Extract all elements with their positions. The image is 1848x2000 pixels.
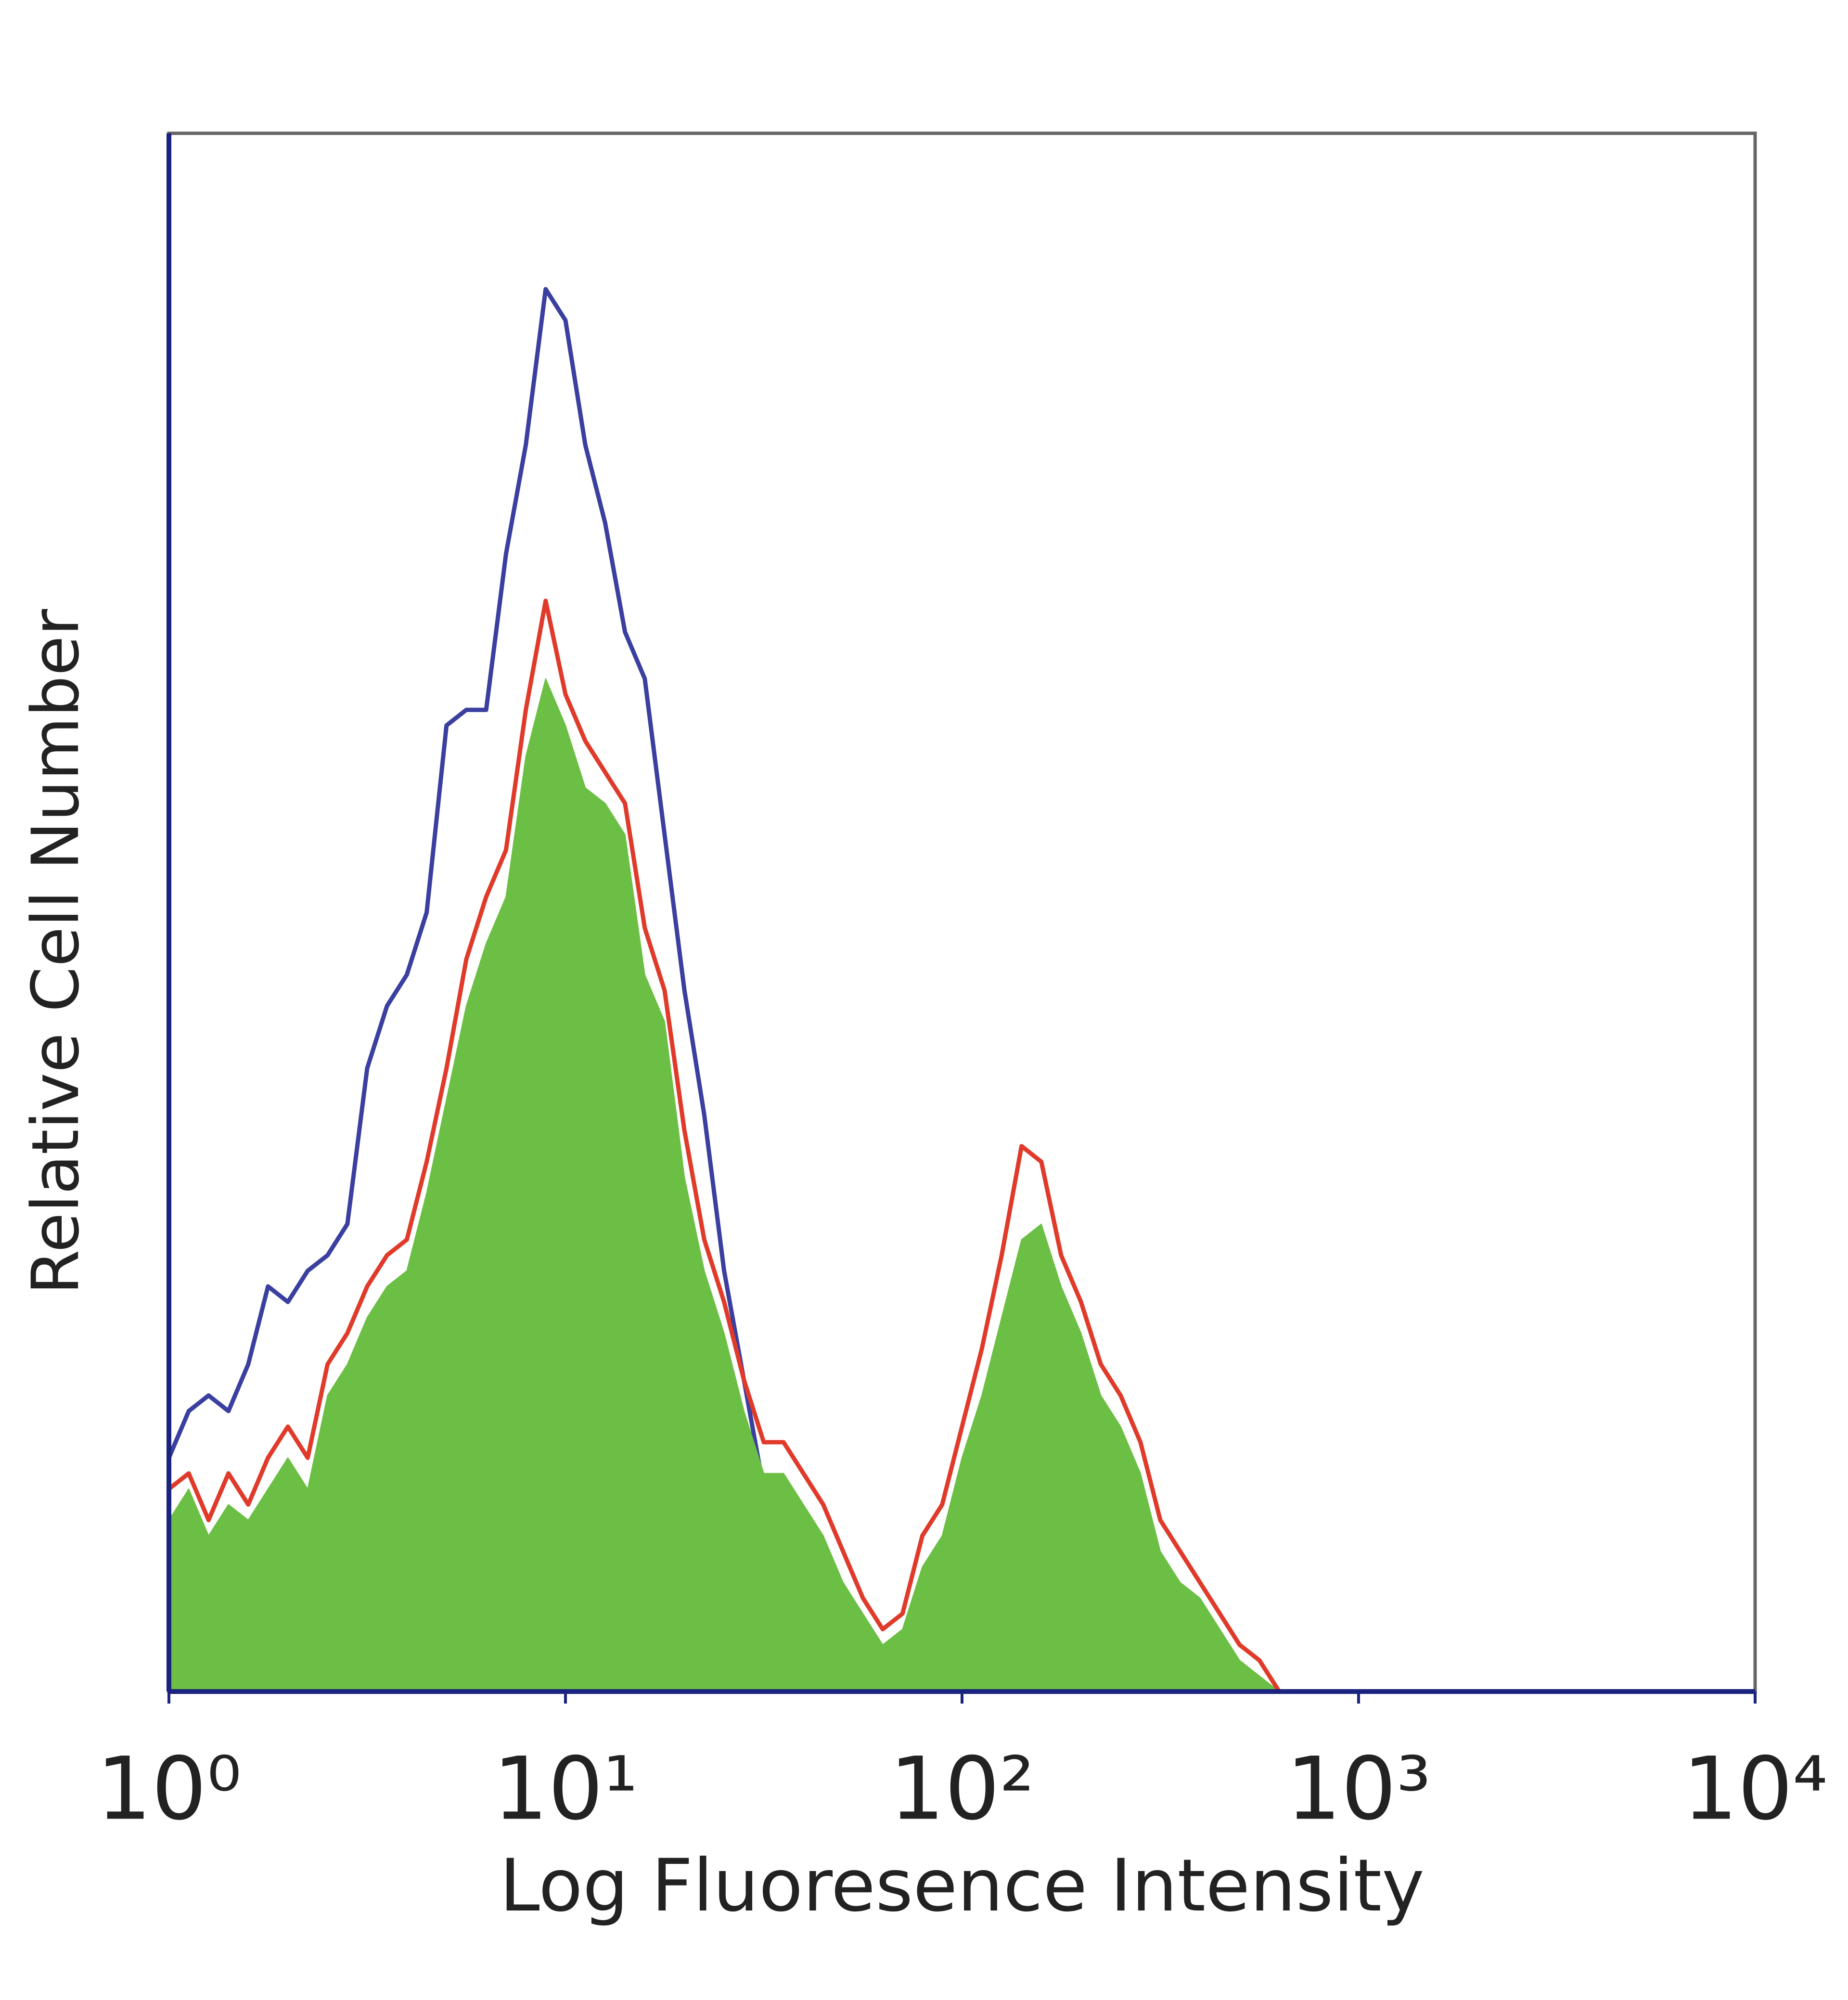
x-tick-label: 10² [889, 1739, 1034, 1839]
y-axis-label: Relative Cell Number [18, 609, 93, 1295]
x-axis-label: Log Fluoresence Intensity [500, 1844, 1424, 1928]
area [168, 678, 1320, 1692]
line [167, 598, 1319, 1694]
x-tick-label: 10⁰ [96, 1739, 241, 1839]
x-tick-label: 10³ [1286, 1739, 1431, 1839]
x-tick-label: 10¹ [493, 1739, 638, 1839]
x-tick-label: 10⁴ [1682, 1739, 1827, 1839]
